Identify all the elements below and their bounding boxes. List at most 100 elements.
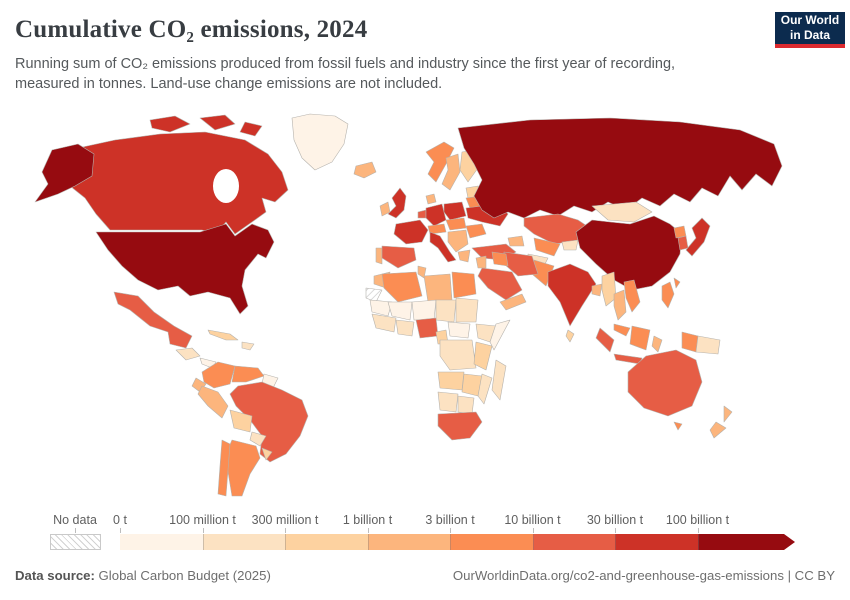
- country-south-africa[interactable]: [437, 411, 483, 441]
- world-map[interactable]: [30, 110, 820, 500]
- country-canada-islands[interactable]: [149, 115, 191, 133]
- country-iraq[interactable]: [491, 251, 509, 267]
- country-venezuela[interactable]: [231, 365, 265, 383]
- country-indonesia-sumatra[interactable]: [595, 327, 615, 353]
- country-central-africa[interactable]: [447, 321, 471, 339]
- country-indonesia-java[interactable]: [613, 353, 643, 365]
- country-somalia[interactable]: [489, 319, 511, 351]
- legend-segment[interactable]: [615, 534, 699, 550]
- country-tasmania[interactable]: [673, 421, 683, 431]
- country-madagascar[interactable]: [491, 359, 507, 401]
- country-taiwan[interactable]: [673, 277, 681, 289]
- legend-segment[interactable]: [450, 534, 534, 550]
- country-uzbekistan-turkmenistan[interactable]: [533, 237, 561, 257]
- country-united-states[interactable]: [95, 223, 275, 315]
- country-balkans[interactable]: [447, 229, 469, 253]
- country-new-zealand-south[interactable]: [709, 421, 727, 439]
- legend-segment[interactable]: [285, 534, 369, 550]
- country-mali[interactable]: [387, 301, 413, 321]
- country-thailand[interactable]: [613, 289, 627, 321]
- country-greece[interactable]: [457, 249, 471, 263]
- country-chad[interactable]: [435, 299, 457, 323]
- country-sweden[interactable]: [441, 153, 461, 191]
- country-namibia[interactable]: [437, 391, 459, 413]
- country-greenland[interactable]: [291, 113, 349, 171]
- country-paraguay[interactable]: [249, 431, 267, 447]
- country-portugal[interactable]: [375, 247, 383, 265]
- country-caucasus[interactable]: [507, 235, 525, 247]
- legend-segment[interactable]: [367, 534, 451, 550]
- country-india[interactable]: [547, 263, 597, 327]
- country-dr-congo[interactable]: [439, 339, 477, 371]
- country-bolivia[interactable]: [229, 409, 253, 433]
- country-borneo[interactable]: [629, 325, 651, 351]
- country-canada-islands[interactable]: [239, 121, 263, 137]
- country-cuba[interactable]: [207, 329, 239, 341]
- country-bangladesh[interactable]: [591, 283, 603, 297]
- country-united-kingdom[interactable]: [387, 187, 407, 219]
- country-vietnam[interactable]: [623, 279, 641, 313]
- legend-no-data-swatch[interactable]: [50, 534, 101, 550]
- country-indonesia-papua[interactable]: [681, 331, 699, 353]
- country-peru[interactable]: [197, 385, 229, 419]
- country-mongolia[interactable]: [591, 201, 653, 223]
- country-levant[interactable]: [475, 255, 487, 269]
- country-south-korea[interactable]: [677, 235, 689, 251]
- country-denmark[interactable]: [425, 193, 437, 205]
- country-hispaniola[interactable]: [241, 341, 255, 351]
- country-iceland[interactable]: [353, 161, 377, 179]
- country-nigeria[interactable]: [415, 317, 439, 339]
- country-papua-new-guinea[interactable]: [695, 335, 721, 355]
- country-australia[interactable]: [627, 349, 703, 417]
- legend-segment[interactable]: [532, 534, 616, 550]
- owid-logo[interactable]: Our World in Data: [775, 12, 845, 48]
- country-western-sahara[interactable]: [365, 287, 383, 303]
- legend-segment[interactable]: [698, 534, 796, 550]
- country-ghana-ivory-coast[interactable]: [395, 319, 415, 337]
- country-tunisia[interactable]: [417, 265, 427, 279]
- country-romania[interactable]: [465, 223, 487, 239]
- country-sulawesi[interactable]: [651, 335, 663, 353]
- country-norway[interactable]: [425, 141, 455, 183]
- country-germany[interactable]: [425, 203, 447, 227]
- country-algeria[interactable]: [381, 271, 423, 303]
- country-mauritania[interactable]: [369, 299, 393, 317]
- country-canada[interactable]: [57, 131, 289, 235]
- country-sri-lanka[interactable]: [565, 329, 575, 343]
- attribution-link[interactable]: OurWorldinData.org/co2-and-greenhouse-ga…: [452, 568, 835, 583]
- country-guatemala[interactable]: [175, 347, 201, 361]
- country-west-africa[interactable]: [371, 313, 397, 333]
- country-russia[interactable]: [457, 117, 783, 219]
- country-spain[interactable]: [381, 245, 417, 269]
- country-new-zealand-north[interactable]: [723, 405, 733, 423]
- country-kyrgyzstan-tajikistan[interactable]: [561, 239, 579, 251]
- country-alaska[interactable]: [34, 143, 95, 203]
- country-uruguay[interactable]: [261, 447, 273, 461]
- country-malaysia[interactable]: [613, 323, 631, 337]
- country-canada-islands[interactable]: [199, 114, 236, 131]
- country-myanmar[interactable]: [601, 271, 617, 307]
- country-china[interactable]: [575, 215, 683, 291]
- country-argentina[interactable]: [225, 439, 261, 497]
- country-poland[interactable]: [443, 201, 467, 221]
- legend-segment[interactable]: [202, 534, 286, 550]
- country-chile[interactable]: [217, 439, 231, 497]
- country-mexico[interactable]: [113, 291, 193, 349]
- country-niger[interactable]: [411, 299, 437, 321]
- country-egypt[interactable]: [451, 271, 477, 299]
- country-botswana[interactable]: [457, 395, 475, 415]
- country-philippines[interactable]: [661, 281, 675, 309]
- country-brazil[interactable]: [229, 381, 309, 463]
- country-mozambique[interactable]: [477, 373, 493, 405]
- country-colombia[interactable]: [201, 361, 236, 389]
- country-sudan[interactable]: [455, 297, 479, 323]
- country-kenya-tanzania[interactable]: [473, 341, 493, 371]
- country-benelux[interactable]: [417, 209, 427, 219]
- country-switzerland-austria[interactable]: [427, 223, 447, 235]
- legend-segment[interactable]: [120, 534, 203, 550]
- country-italy[interactable]: [429, 231, 457, 263]
- country-angola[interactable]: [437, 371, 465, 391]
- country-yemen-oman[interactable]: [499, 293, 527, 311]
- country-japan[interactable]: [685, 217, 711, 257]
- country-libya[interactable]: [423, 273, 453, 303]
